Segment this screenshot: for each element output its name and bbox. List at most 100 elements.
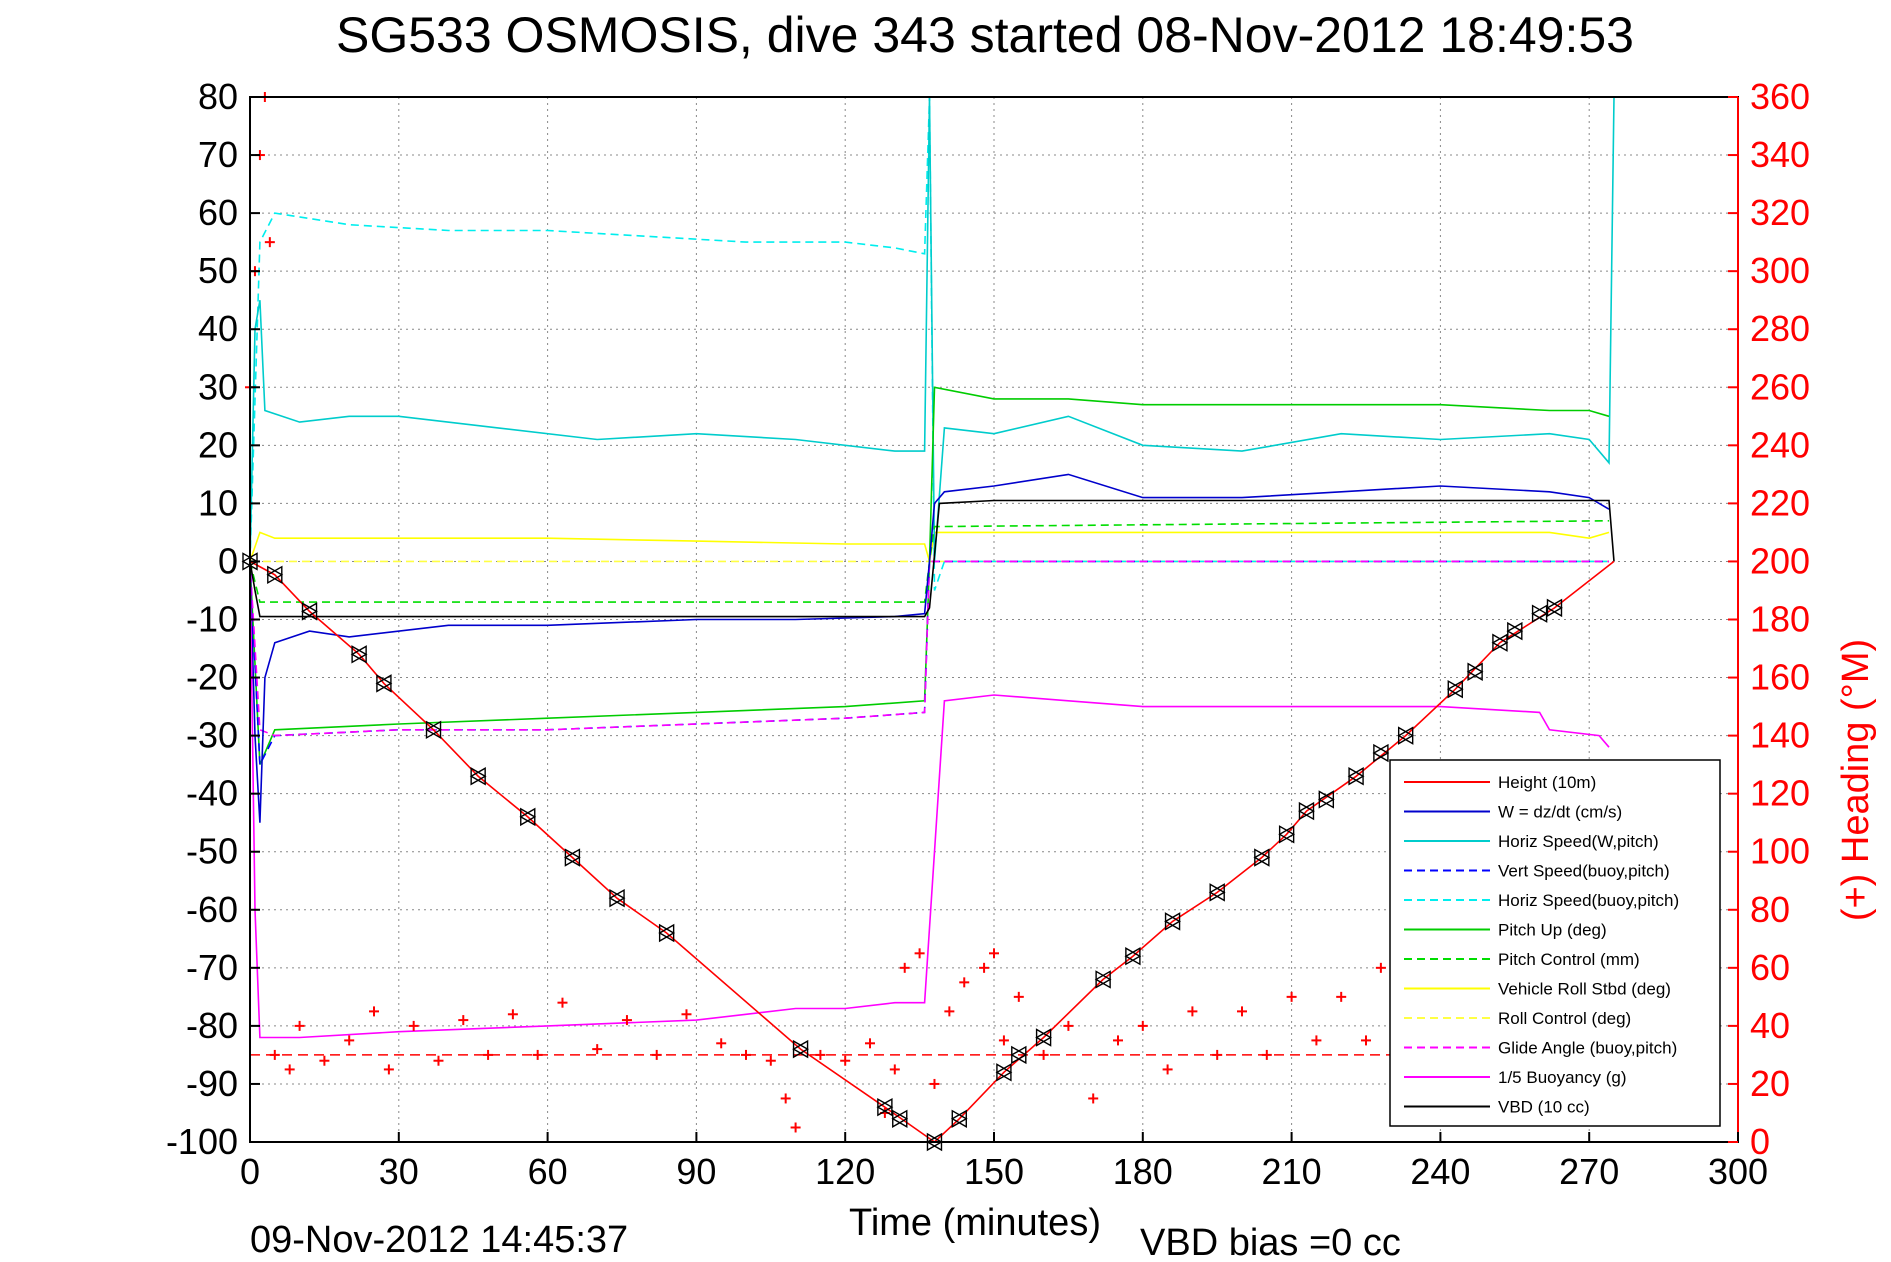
right-y-tick-label: 40 xyxy=(1750,1005,1790,1046)
position-fix-marker xyxy=(1347,767,1365,786)
legend-label: Roll Control (deg) xyxy=(1498,1009,1631,1028)
position-fix-marker xyxy=(995,1063,1013,1082)
legend-entry: W = dz/dt (cm/s) xyxy=(1404,803,1622,822)
right-y-tick-label: 160 xyxy=(1750,657,1810,698)
heading-point xyxy=(790,1122,801,1133)
y-axis-ticks: 80 70 60 50 40 30 20 10 0 -10 -20 -30 -40 -50 -60 -70 -8… xyxy=(166,76,260,1162)
right-y-tick-label: 280 xyxy=(1750,308,1810,349)
heading-point xyxy=(989,948,999,959)
heading-point xyxy=(369,1006,379,1017)
legend-label: Vehicle Roll Stbd (deg) xyxy=(1498,980,1671,999)
x-tick-label: 300 xyxy=(1708,1151,1768,1192)
x-tick-label: 0 xyxy=(240,1151,260,1192)
series-line-pitch-up-deg xyxy=(249,386,1610,765)
heading-point xyxy=(557,997,568,1008)
legend-label: Vert Speed(buoy,pitch) xyxy=(1498,862,1670,881)
position-fix-marker xyxy=(1253,848,1271,867)
right-y-axis-ticks: 3603403203002802602402202001801601401201… xyxy=(1728,76,1810,1162)
position-fix-marker xyxy=(1035,1028,1053,1047)
right-y-tick-label: 200 xyxy=(1750,540,1810,581)
legend-label: Horiz Speed(W,pitch) xyxy=(1498,832,1659,851)
right-y-tick-label: 100 xyxy=(1750,831,1810,872)
heading-point xyxy=(319,1055,330,1066)
position-fix-marker xyxy=(469,767,487,786)
legend-entry: Horiz Speed(buoy,pitch) xyxy=(1404,891,1679,910)
heading-point xyxy=(651,1049,662,1060)
series-layer xyxy=(249,96,1615,1144)
heading-point xyxy=(592,1044,603,1055)
x-tick-label: 210 xyxy=(1262,1151,1322,1192)
right-y-tick-label: 300 xyxy=(1750,250,1810,291)
y-tick-label: 70 xyxy=(198,134,238,175)
position-fix-marker xyxy=(1446,679,1464,699)
legend-entry: Pitch Up (deg) xyxy=(1404,921,1607,940)
right-y-tick-label: 360 xyxy=(1750,76,1810,117)
position-fix-marker xyxy=(1010,1045,1028,1065)
x-tick-label: 180 xyxy=(1113,1151,1173,1192)
y-tick-label: 10 xyxy=(198,482,238,523)
right-y-tick-label: 120 xyxy=(1750,773,1810,814)
right-y-tick-label: 340 xyxy=(1750,134,1810,175)
heading-point xyxy=(269,1049,280,1060)
heading-point xyxy=(1286,991,1297,1002)
heading-point xyxy=(889,1064,900,1075)
y-tick-label: -100 xyxy=(166,1121,238,1162)
position-fix-marker xyxy=(519,807,537,827)
heading-point xyxy=(433,1055,444,1066)
x-tick-label: 150 xyxy=(964,1151,1024,1192)
position-fix-marker xyxy=(425,720,442,740)
legend-entry: Vehicle Roll Stbd (deg) xyxy=(1404,980,1671,999)
legend-label: Pitch Up (deg) xyxy=(1498,921,1607,940)
position-fix-marker xyxy=(1506,621,1524,641)
legend-entry: 1/5 Buoyancy (g) xyxy=(1404,1068,1627,1087)
y-tick-label: 0 xyxy=(218,540,238,581)
heading-point xyxy=(914,948,925,959)
heading-point xyxy=(899,962,910,973)
position-fix-marker xyxy=(1094,970,1112,989)
heading-point xyxy=(1212,1049,1223,1060)
legend-label: Glide Angle (buoy,pitch) xyxy=(1498,1039,1677,1058)
legend-label: W = dz/dt (cm/s) xyxy=(1498,803,1622,822)
heading-point xyxy=(959,977,970,988)
heading-point xyxy=(344,1035,355,1046)
heading-point xyxy=(264,237,275,248)
heading-point xyxy=(383,1064,394,1075)
right-y-tick-label: 80 xyxy=(1750,889,1790,930)
heading-point xyxy=(979,962,990,973)
right-y-tick-label: 220 xyxy=(1750,482,1810,523)
y-tick-label: -60 xyxy=(186,889,238,930)
heading-point xyxy=(1063,1020,1074,1031)
position-fix-marker xyxy=(1278,825,1296,844)
position-fix-marker xyxy=(1546,598,1563,618)
x-tick-label: 240 xyxy=(1410,1151,1470,1192)
heading-point xyxy=(1137,1020,1148,1031)
marker-layer xyxy=(241,552,1563,1152)
x-tick-label: 270 xyxy=(1559,1151,1619,1192)
heading-point xyxy=(294,1020,305,1031)
heading-point xyxy=(815,1049,826,1060)
heading-point xyxy=(532,1049,543,1060)
position-fix-marker xyxy=(1208,883,1226,902)
heading-point xyxy=(483,1049,494,1060)
heading-point xyxy=(1261,1049,1272,1060)
y-tick-label: -10 xyxy=(186,599,238,640)
y-tick-label: -80 xyxy=(186,1005,238,1046)
position-fix-marker xyxy=(876,1097,894,1117)
y-tick-label: -70 xyxy=(186,947,238,988)
legend: Height (10m) W = dz/dt (cm/s) Horiz Speed(… xyxy=(1389,759,1721,1127)
legend-entry: Vert Speed(buoy,pitch) xyxy=(1404,862,1670,881)
heading-point xyxy=(1038,1049,1049,1060)
heading-point xyxy=(716,1038,727,1049)
position-fix-marker xyxy=(1124,947,1142,966)
position-fix-marker xyxy=(1372,743,1390,763)
series-line-horiz-speed-buoy-pitch xyxy=(249,96,1609,591)
right-y-axis-label: (+) Heading (°M) xyxy=(1835,639,1877,921)
heading-point xyxy=(284,1064,295,1075)
series-line-1-5-buoyancy-g xyxy=(249,561,1610,1039)
legend-box xyxy=(1389,759,1721,1127)
position-fix-marker xyxy=(792,1039,809,1059)
right-y-tick-label: 320 xyxy=(1750,192,1810,233)
heading-point xyxy=(840,1055,851,1066)
x-tick-label: 120 xyxy=(815,1151,875,1192)
position-fix-marker xyxy=(1397,726,1415,745)
